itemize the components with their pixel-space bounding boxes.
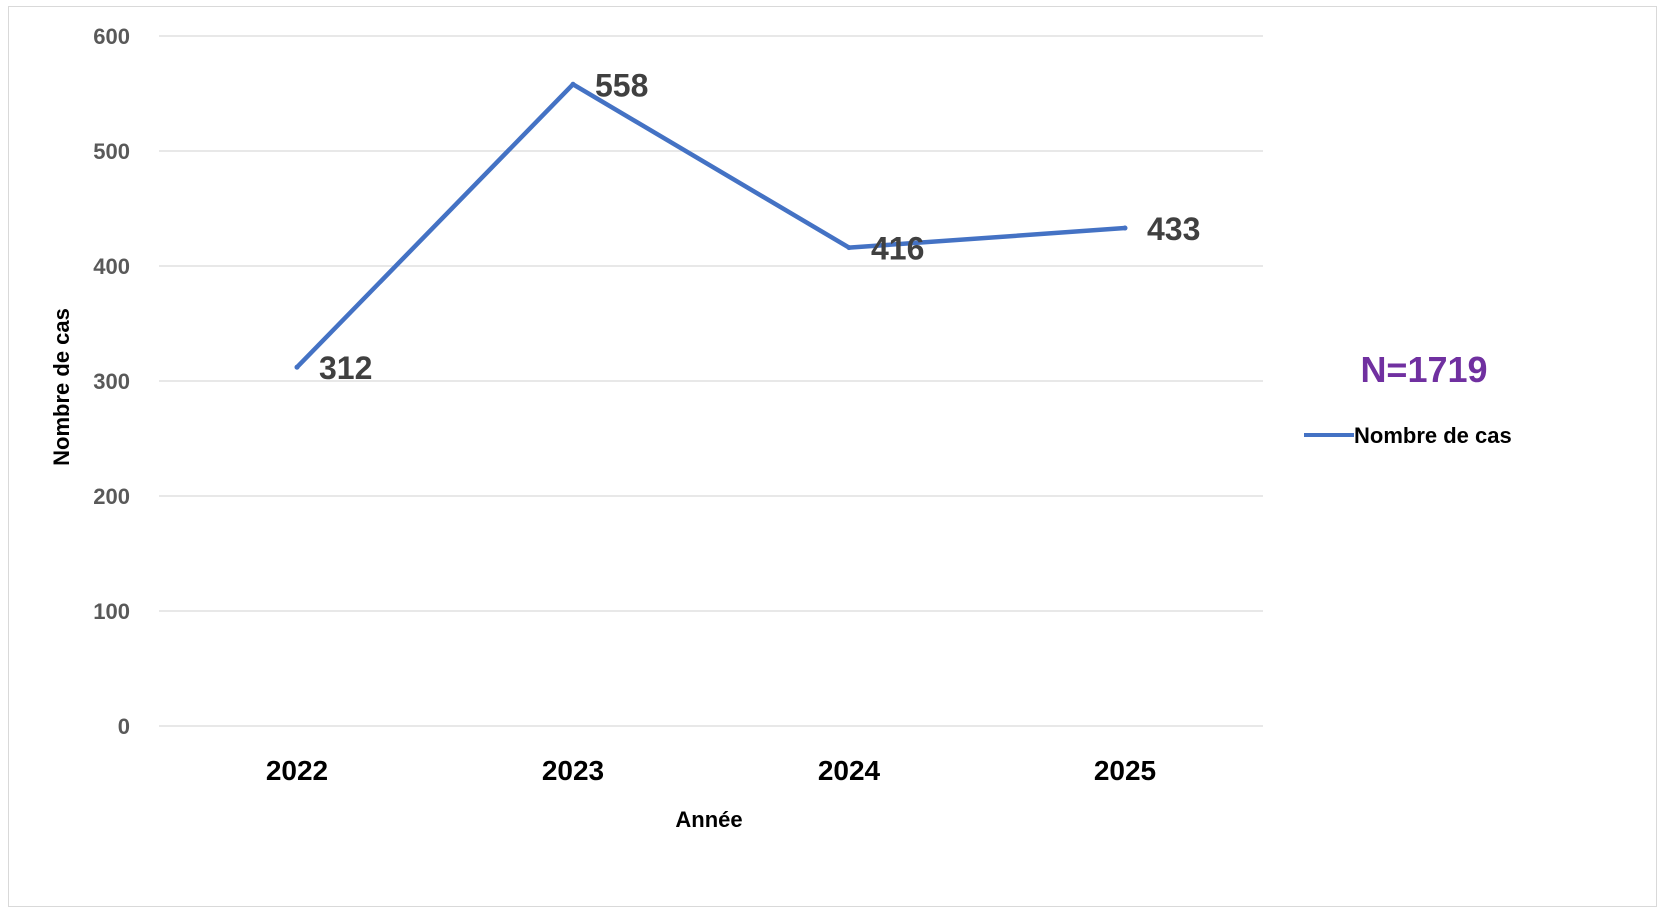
data-label: 416: [871, 231, 924, 267]
x-tick-label: 2025: [1094, 755, 1156, 786]
gridlines: [159, 35, 1263, 727]
legend-label: Nombre de cas: [1354, 423, 1512, 448]
y-tick-label: 200: [93, 484, 130, 509]
data-label: 433: [1147, 211, 1200, 247]
y-tick-label: 100: [93, 599, 130, 624]
data-point: [570, 81, 576, 87]
data-point: [1122, 225, 1128, 231]
data-labels: 312 558 416 433: [319, 67, 1200, 386]
data-point: [846, 245, 852, 251]
line-chart: 0 100 200 300 400 500 600 2022 2023 2024 2025 312…: [49, 24, 1512, 832]
legend: Nombre de cas: [1304, 423, 1512, 448]
y-axis-title: Nombre de cas: [49, 308, 74, 466]
y-tick-label: 600: [93, 24, 130, 49]
chart-frame: 0 100 200 300 400 500 600 2022 2023 2024 2025 312…: [8, 6, 1657, 907]
x-axis-title: Année: [675, 807, 742, 832]
x-tick-label: 2023: [542, 755, 604, 786]
x-axis-tick-labels: 2022 2023 2024 2025: [266, 755, 1156, 786]
x-tick-label: 2024: [818, 755, 881, 786]
x-tick-label: 2022: [266, 755, 328, 786]
y-tick-label: 500: [93, 139, 130, 164]
data-point: [294, 364, 300, 370]
series-layer: [294, 81, 1128, 370]
y-axis-tick-labels: 0 100 200 300 400 500 600: [93, 24, 130, 739]
y-tick-label: 0: [118, 714, 130, 739]
series-line: [294, 82, 1128, 370]
y-tick-label: 300: [93, 369, 130, 394]
total-count-annotation: N=1719: [1360, 349, 1487, 390]
data-label: 558: [595, 67, 648, 103]
data-label: 312: [319, 350, 372, 386]
y-tick-label: 400: [93, 254, 130, 279]
